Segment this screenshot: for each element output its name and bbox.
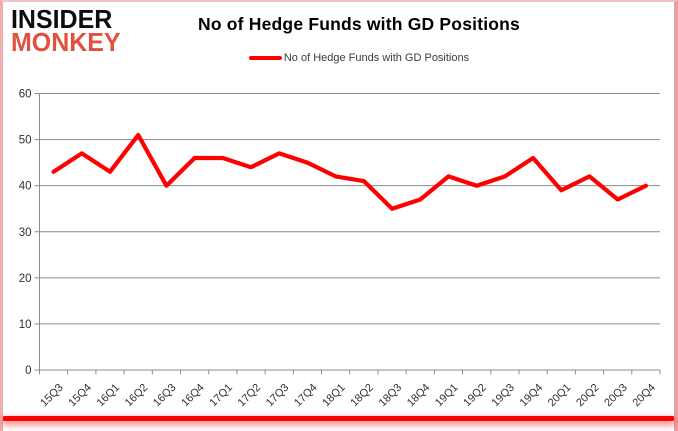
chart-title: No of Hedge Funds with GD Positions — [198, 14, 520, 34]
x-tick-label: 18Q3 — [377, 382, 405, 410]
x-tick-label: 16Q4 — [179, 382, 207, 410]
y-tick-label: 20 — [19, 273, 32, 285]
chart-header: No of Hedge Funds with GD Positions No o… — [60, 14, 658, 64]
x-tick-label: 20Q4 — [630, 382, 658, 410]
x-tick-label: 20Q3 — [602, 382, 630, 410]
x-tick-label: 19Q4 — [518, 382, 546, 410]
y-tick-label: 50 — [19, 135, 32, 147]
logo-line-insider: INSIDER — [11, 4, 113, 34]
x-tick-label: 17Q4 — [292, 382, 320, 410]
x-tick-label: 18Q1 — [320, 382, 348, 410]
y-tick-label: 10 — [19, 319, 32, 331]
x-tick-label: 19Q1 — [433, 382, 461, 410]
data-series-line — [51, 132, 649, 211]
x-tick-label: 16Q2 — [123, 382, 151, 410]
x-tick-label: 15Q4 — [66, 382, 94, 410]
x-tick-label: 20Q1 — [546, 382, 574, 410]
y-tick-label: 40 — [19, 181, 32, 193]
legend-line-swatch — [248, 56, 282, 60]
x-tick-label: 17Q1 — [207, 382, 235, 410]
x-tick-label: 16Q1 — [95, 382, 123, 410]
x-tick-label: 16Q3 — [151, 382, 179, 410]
legend-label: No of Hedge Funds with GD Positions — [283, 52, 470, 64]
y-tick-label: 30 — [19, 227, 32, 239]
x-tick-label: 18Q2 — [348, 382, 376, 410]
x-tick-label: 20Q2 — [574, 382, 602, 410]
x-tick-label: 19Q2 — [461, 382, 489, 410]
y-tick-label: 0 — [25, 365, 31, 377]
y-tick-label: 60 — [19, 89, 32, 101]
x-tick-label: 17Q3 — [264, 382, 292, 410]
insider-monkey-logo: INSIDER MONKEY — [11, 4, 121, 57]
x-tick-label: 15Q3 — [38, 382, 66, 410]
bottom-red-bar — [3, 416, 674, 421]
x-tick-label: 17Q2 — [236, 382, 264, 410]
x-tick-label: 18Q4 — [405, 382, 433, 410]
x-tick-label: 19Q3 — [489, 382, 517, 410]
logo-line-monkey: MONKEY — [11, 26, 121, 57]
chart-legend: No of Hedge Funds with GD Positions — [60, 52, 658, 64]
